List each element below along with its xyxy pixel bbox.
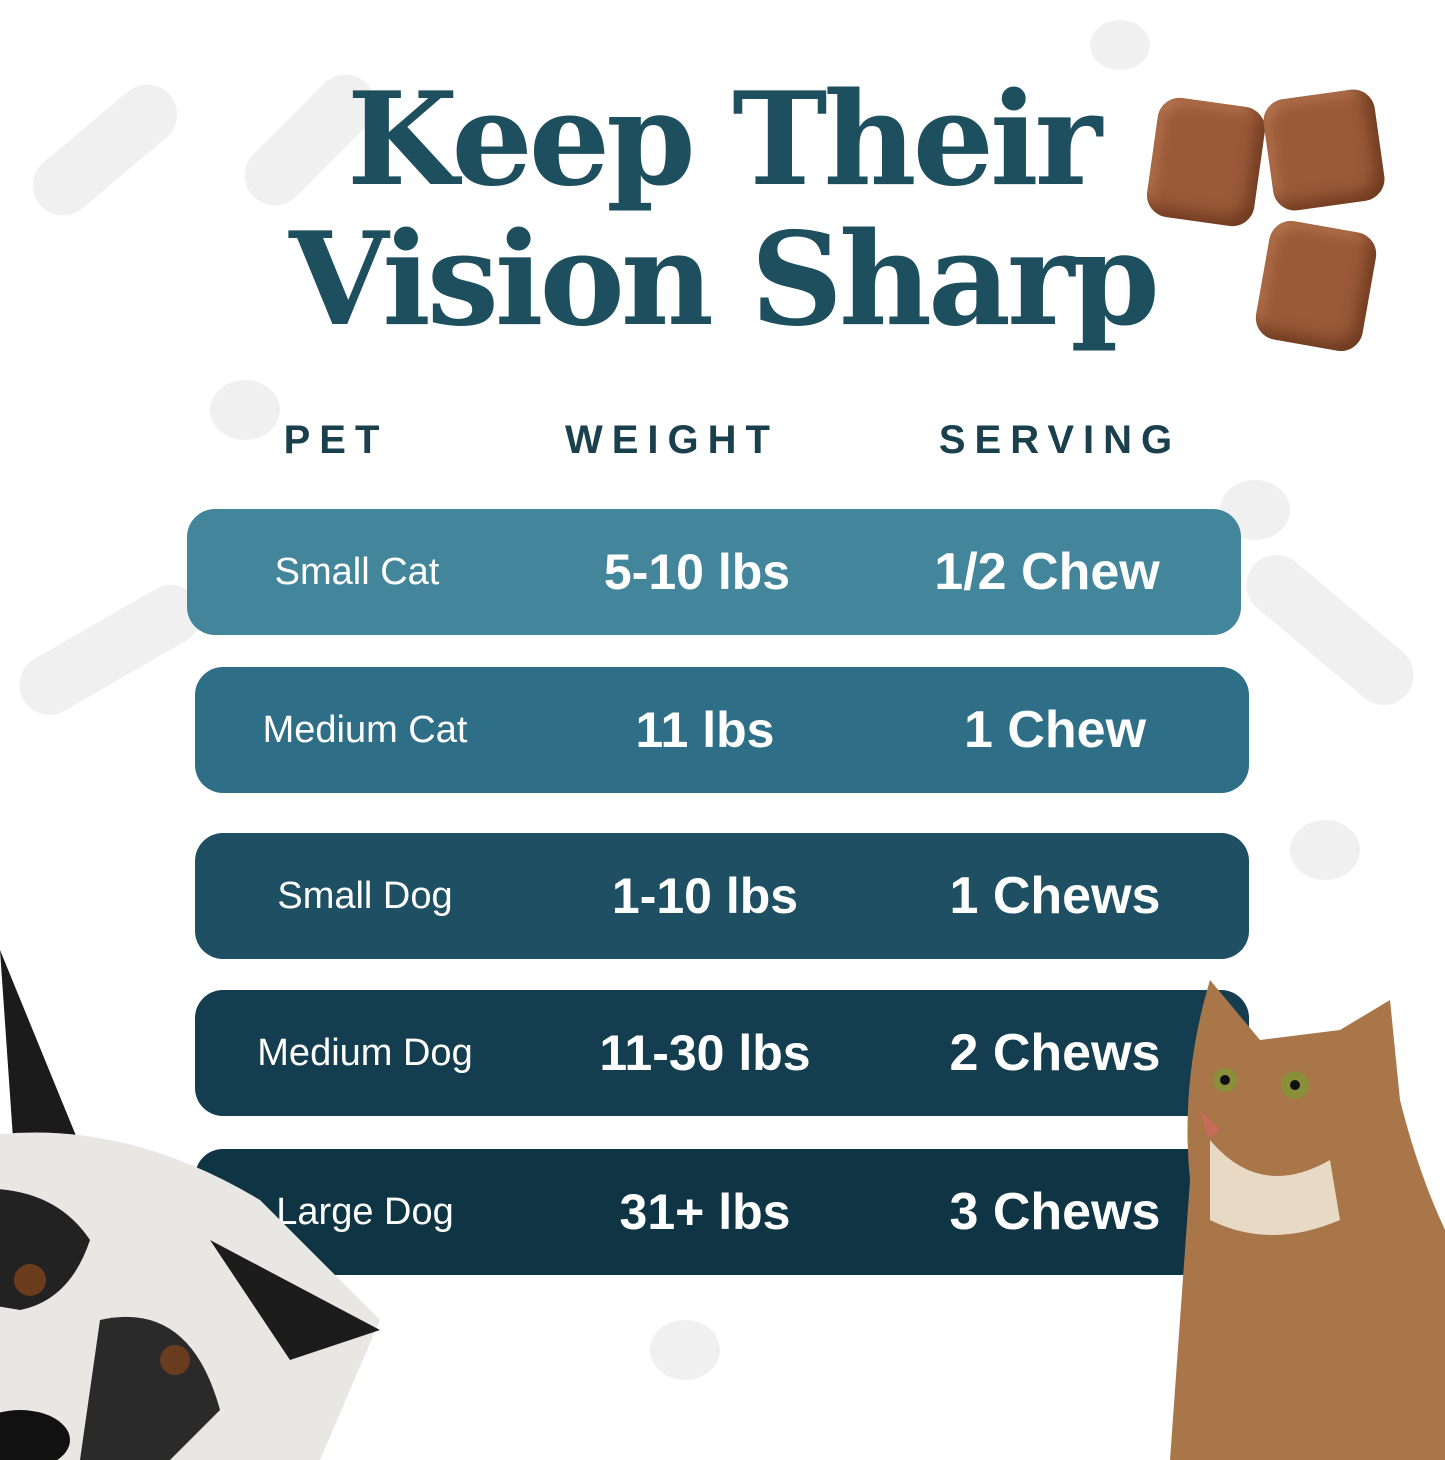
header-serving: SERVING xyxy=(938,418,1182,462)
pet-cell: Small Dog xyxy=(277,875,453,917)
header-weight: WEIGHT xyxy=(565,418,779,462)
pet-cell: Large Dog xyxy=(276,1191,454,1233)
serving-cell: 3 Chews xyxy=(949,1183,1161,1241)
pet-cell: Small Cat xyxy=(274,551,440,593)
table-row: Medium Cat 11 lbs 1 Chew xyxy=(195,667,1249,793)
chew-image xyxy=(1260,86,1388,214)
weight-cell: 5-10 lbs xyxy=(603,544,791,600)
weight-cell: 11-30 lbs xyxy=(599,1025,811,1081)
chew-image xyxy=(1144,95,1268,229)
weight-cell: 31+ lbs xyxy=(619,1184,791,1240)
serving-cell: 2 Chews xyxy=(949,1024,1161,1082)
dog-photo xyxy=(0,950,380,1460)
table-row: Large Dog 31+ lbs 3 Chews xyxy=(195,1149,1249,1275)
paw-pattern xyxy=(1090,20,1150,70)
chew-image xyxy=(1252,217,1380,355)
bone-pattern xyxy=(8,574,212,726)
serving-cell: 1 Chew xyxy=(963,701,1147,759)
paw-pattern xyxy=(210,380,280,440)
table-row: Medium Dog 11-30 lbs 2 Chews xyxy=(195,990,1249,1116)
serving-cell: 1 Chews xyxy=(949,867,1161,925)
cat-photo xyxy=(1170,980,1445,1460)
title-line-1: Keep Their xyxy=(346,65,1102,215)
paw-pattern xyxy=(1290,820,1360,880)
serving-cell: 1/2 Chew xyxy=(934,543,1160,601)
bone-pattern xyxy=(1234,542,1426,718)
weight-cell: 1-10 lbs xyxy=(611,868,799,924)
paw-pattern xyxy=(650,1320,720,1380)
title-line-2: Vision Sharp xyxy=(289,205,1160,355)
table-row: Small Cat 5-10 lbs 1/2 Chew xyxy=(187,509,1241,635)
header-pet: PET xyxy=(283,418,389,462)
pet-cell: Medium Cat xyxy=(262,709,468,751)
weight-cell: 11 lbs xyxy=(635,702,775,758)
table-row: Small Dog 1-10 lbs 1 Chews xyxy=(195,833,1249,959)
pet-cell: Medium Dog xyxy=(257,1032,473,1074)
